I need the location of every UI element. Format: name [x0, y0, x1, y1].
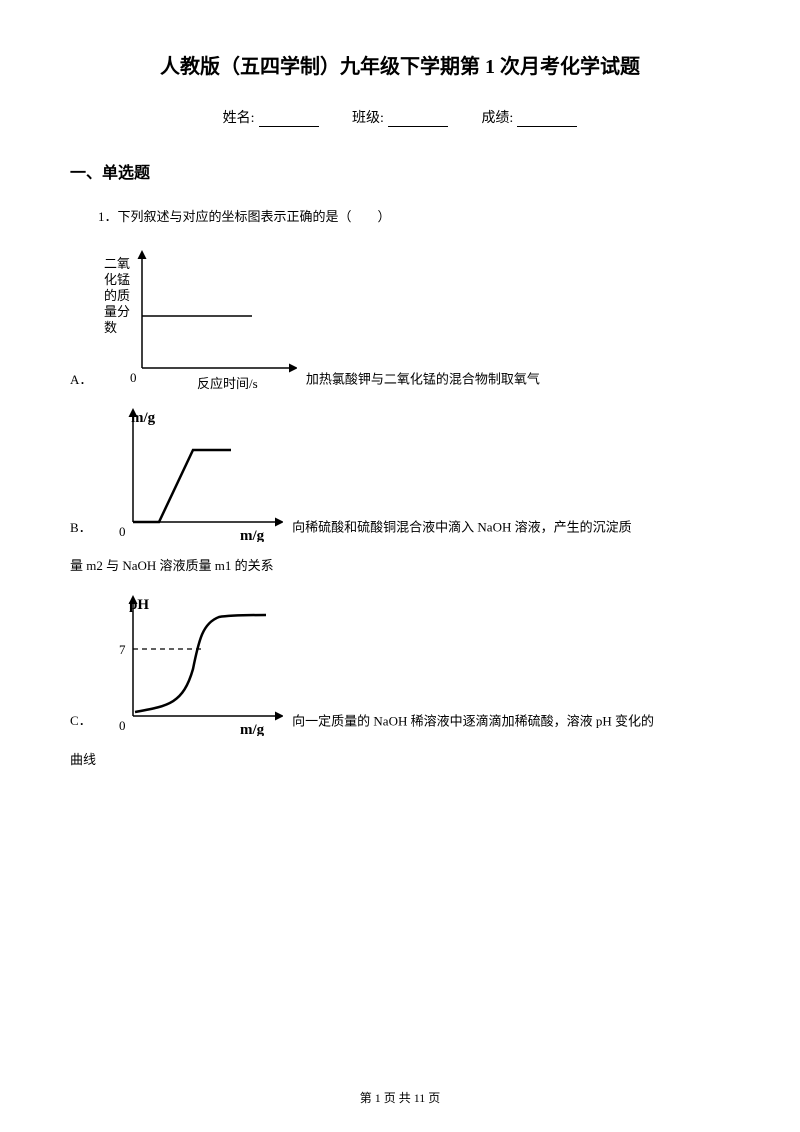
q1-option-a: A． 二氧化锰的质量分数 0 反应时间/s 加热氯酸钾与二氧化锰的混合物制取氧气 [70, 246, 730, 394]
option-a-label: A． [70, 366, 92, 395]
chart-b-svg: m/g m/g 0 [101, 404, 283, 542]
page-title: 人教版（五四学制）九年级下学期第 1 次月考化学试题 [70, 50, 730, 79]
section-1-title: 一、单选题 [70, 159, 730, 183]
svg-text:反应时间/s: 反应时间/s [197, 376, 258, 391]
option-c-label: C． [70, 707, 92, 736]
chart-b: m/g m/g 0 [101, 404, 283, 542]
svg-text:量分: 量分 [104, 304, 130, 319]
svg-text:化锰: 化锰 [104, 272, 130, 287]
chart-c: pH m/g 0 7 [101, 591, 283, 736]
svg-text:0: 0 [119, 524, 126, 539]
svg-text:m/g: m/g [240, 528, 265, 542]
svg-text:0: 0 [119, 718, 126, 733]
svg-text:m/g: m/g [240, 722, 265, 736]
option-b-text2: 量 m2 与 NaOH 溶液质量 m1 的关系 [70, 552, 730, 581]
info-line: 姓名: 班级: 成绩: [70, 107, 730, 127]
score-label: 成绩: [481, 111, 513, 126]
class-label: 班级: [352, 111, 384, 126]
option-b-text1: 向稀硫酸和硫酸铜混合液中滴入 NaOH 溶液，产生的沉淀质 [292, 520, 631, 535]
svg-text:数: 数 [104, 320, 117, 335]
class-blank [388, 113, 448, 127]
chart-c-svg: pH m/g 0 7 [101, 591, 283, 736]
q1-stem: 1．下列叙述与对应的坐标图表示正确的是（ ） [98, 205, 730, 228]
option-a-text: 加热氯酸钾与二氧化锰的混合物制取氧气 [306, 372, 540, 387]
chart-a-svg: 二氧化锰的质量分数 0 反应时间/s [102, 246, 297, 394]
name-label: 姓名: [223, 111, 255, 126]
svg-text:m/g: m/g [131, 410, 156, 426]
option-c-text2: 曲线 [70, 746, 730, 775]
svg-text:0: 0 [130, 370, 137, 385]
option-c-text1: 向一定质量的 NaOH 稀溶液中逐滴滴加稀硫酸，溶液 pH 变化的 [292, 713, 654, 728]
name-blank [259, 113, 319, 127]
page-footer: 第 1 页 共 11 页 [0, 1089, 800, 1106]
chart-a: 二氧化锰的质量分数 0 反应时间/s [102, 246, 297, 394]
q1-option-b: B． m/g m/g 0 向稀硫酸和硫酸铜混合液中滴入 NaOH 溶液，产生的沉淀质 [70, 404, 730, 542]
svg-text:的质: 的质 [104, 288, 130, 303]
score-blank [517, 113, 577, 127]
svg-text:pH: pH [129, 597, 149, 613]
q1-option-c: C． pH m/g 0 7 向一定质量的 NaOH 稀溶液中逐滴滴加稀硫酸，溶液 pH… [70, 591, 730, 736]
svg-text:二氧: 二氧 [104, 256, 130, 271]
svg-text:7: 7 [119, 642, 126, 657]
option-b-label: B． [70, 514, 92, 543]
